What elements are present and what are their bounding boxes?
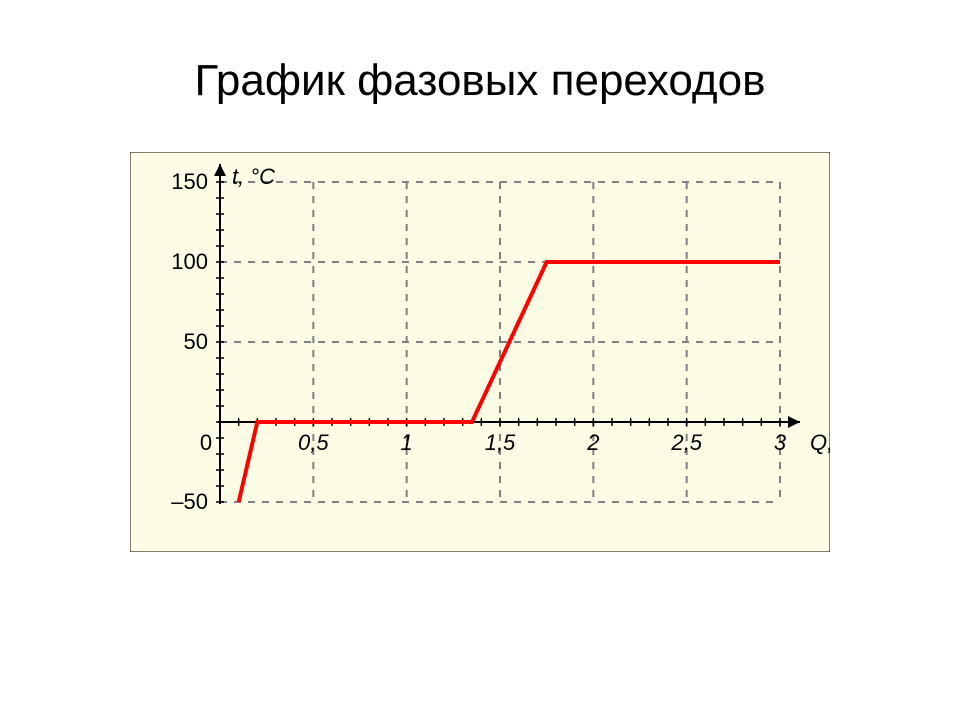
page-title: График фазовых переходов [0, 56, 960, 106]
svg-text:2: 2 [586, 430, 599, 455]
svg-text:1,5: 1,5 [485, 430, 516, 455]
svg-text:3: 3 [774, 430, 787, 455]
svg-text:150: 150 [171, 169, 208, 194]
svg-text:0,5: 0,5 [298, 430, 329, 455]
phase-chart: 0,5 1 1,5 2 2,5 3 0 –50 50 100 150 t, °C Q, МДж [130, 152, 830, 552]
svg-text:1: 1 [401, 430, 413, 455]
svg-text:0: 0 [200, 430, 212, 455]
svg-text:100: 100 [171, 249, 208, 274]
svg-text:–50: –50 [171, 489, 208, 514]
svg-text:t, °C: t, °C [232, 164, 275, 189]
svg-text:Q, МДж: Q, МДж [810, 430, 830, 455]
svg-text:50: 50 [184, 329, 208, 354]
svg-text:2,5: 2,5 [670, 430, 702, 455]
